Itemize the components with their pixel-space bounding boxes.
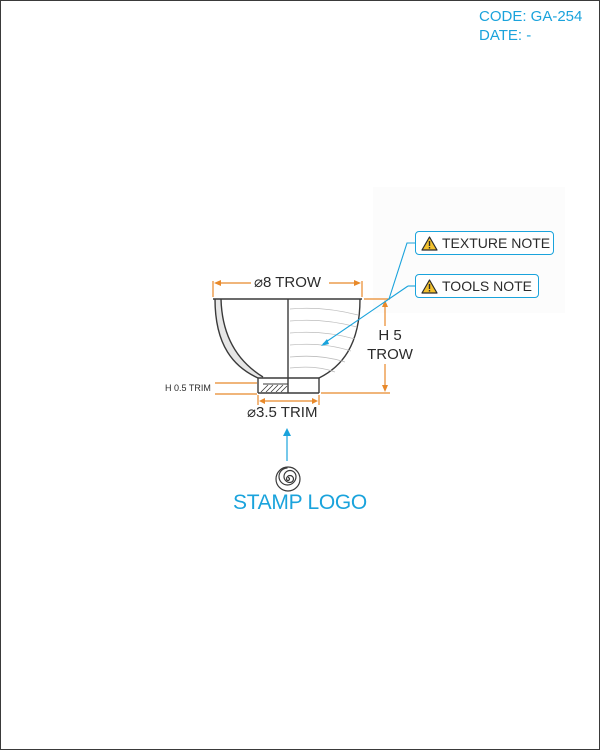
stamp-logo-label: STAMP LOGO [233,491,367,514]
date-label: DATE: - [479,27,532,44]
tools-note-label: TOOLS NOTE [442,278,532,294]
texture-note-button[interactable]: TEXTURE NOTE [415,231,554,255]
foot-hatch [260,384,288,393]
texture-lines [289,307,359,373]
section-hatch [215,299,263,378]
height-label-line1: H 5 [378,327,402,344]
note-leaders [322,242,415,345]
foot-height-label: H 0.5 TRIM [165,383,211,393]
height-label: H 5 TROW [365,326,415,364]
tools-note-button[interactable]: TOOLS NOTE [415,274,539,298]
warning-triangle-icon [421,278,438,294]
bowl-profile [213,298,362,394]
stamp-arrow [283,428,291,436]
top-diameter-label: ⌀8 TROW [254,274,322,291]
warning-triangle-icon [421,235,438,251]
dimension-arrows [214,280,388,404]
title-block: CODE: GA-254 DATE: - [479,7,582,45]
texture-note-label: TEXTURE NOTE [442,235,551,251]
height-label-line2: TROW [367,346,413,363]
spiral-stamp-icon [275,466,301,492]
texture-leader-arrow [321,339,329,346]
code-label: CODE: GA-254 [479,8,583,25]
foot-diameter-label: ⌀3.5 TRIM [247,404,318,421]
